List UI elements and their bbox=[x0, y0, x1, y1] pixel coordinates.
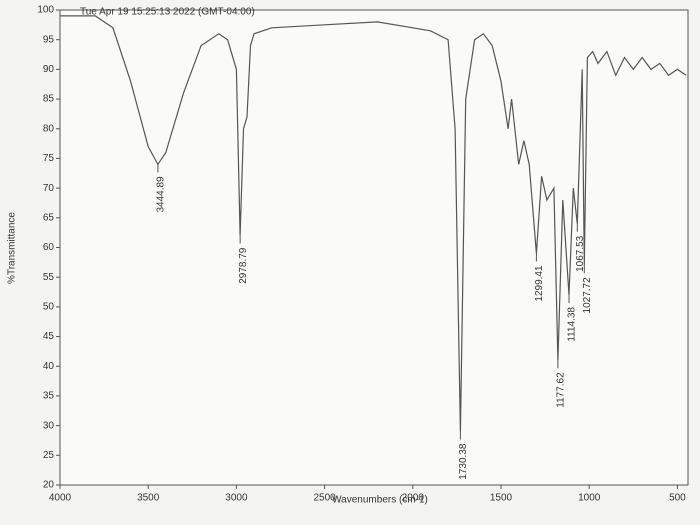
x-tick-label: 1000 bbox=[578, 493, 601, 504]
y-tick-label: 45 bbox=[43, 331, 55, 342]
y-tick-label: 20 bbox=[43, 480, 55, 491]
x-tick-label: 4000 bbox=[49, 493, 72, 504]
x-tick-label: 2000 bbox=[402, 493, 425, 504]
spectrum-line bbox=[60, 15, 687, 432]
peak-label: 1299.41 bbox=[534, 265, 545, 302]
x-axis-label: Wavenumbers (cm-1) bbox=[332, 495, 428, 506]
x-tick-label: 3500 bbox=[137, 493, 160, 504]
y-tick-label: 25 bbox=[43, 450, 55, 461]
y-tick-label: 85 bbox=[43, 94, 55, 105]
peak-label: 1730.38 bbox=[458, 443, 469, 480]
y-tick-label: 65 bbox=[43, 212, 55, 223]
peak-label: 3444.89 bbox=[156, 176, 167, 213]
y-tick-label: 40 bbox=[43, 361, 55, 372]
y-tick-label: 90 bbox=[43, 64, 55, 75]
y-tick-label: 95 bbox=[43, 34, 55, 45]
y-axis-label: %Transmittance bbox=[7, 212, 18, 284]
peak-label: 1114.38 bbox=[567, 307, 578, 342]
y-tick-label: 60 bbox=[43, 242, 55, 253]
y-tick-label: 30 bbox=[43, 420, 55, 431]
y-tick-label: 75 bbox=[43, 153, 55, 164]
y-tick-label: 35 bbox=[43, 391, 55, 402]
peak-label: 1067.53 bbox=[575, 235, 586, 272]
chart-title: Tue Apr 19 15:25:13 2022 (GMT-04:00) bbox=[80, 7, 255, 18]
y-tick-label: 50 bbox=[43, 302, 55, 313]
x-tick-label: 3000 bbox=[225, 493, 248, 504]
plot-frame bbox=[59, 9, 689, 486]
peak-label: 2978.79 bbox=[238, 247, 249, 284]
y-tick-label: 70 bbox=[43, 183, 55, 194]
y-tick-label: 55 bbox=[43, 272, 55, 283]
peak-label: 1027.72 bbox=[582, 277, 593, 314]
peak-label: 1177.62 bbox=[556, 372, 567, 408]
x-tick-label: 1500 bbox=[490, 493, 513, 504]
y-tick-label: 100 bbox=[37, 5, 54, 16]
x-tick-label: 500 bbox=[669, 493, 686, 504]
y-tick-label: 80 bbox=[43, 123, 55, 134]
x-tick-label: 2500 bbox=[313, 493, 336, 504]
